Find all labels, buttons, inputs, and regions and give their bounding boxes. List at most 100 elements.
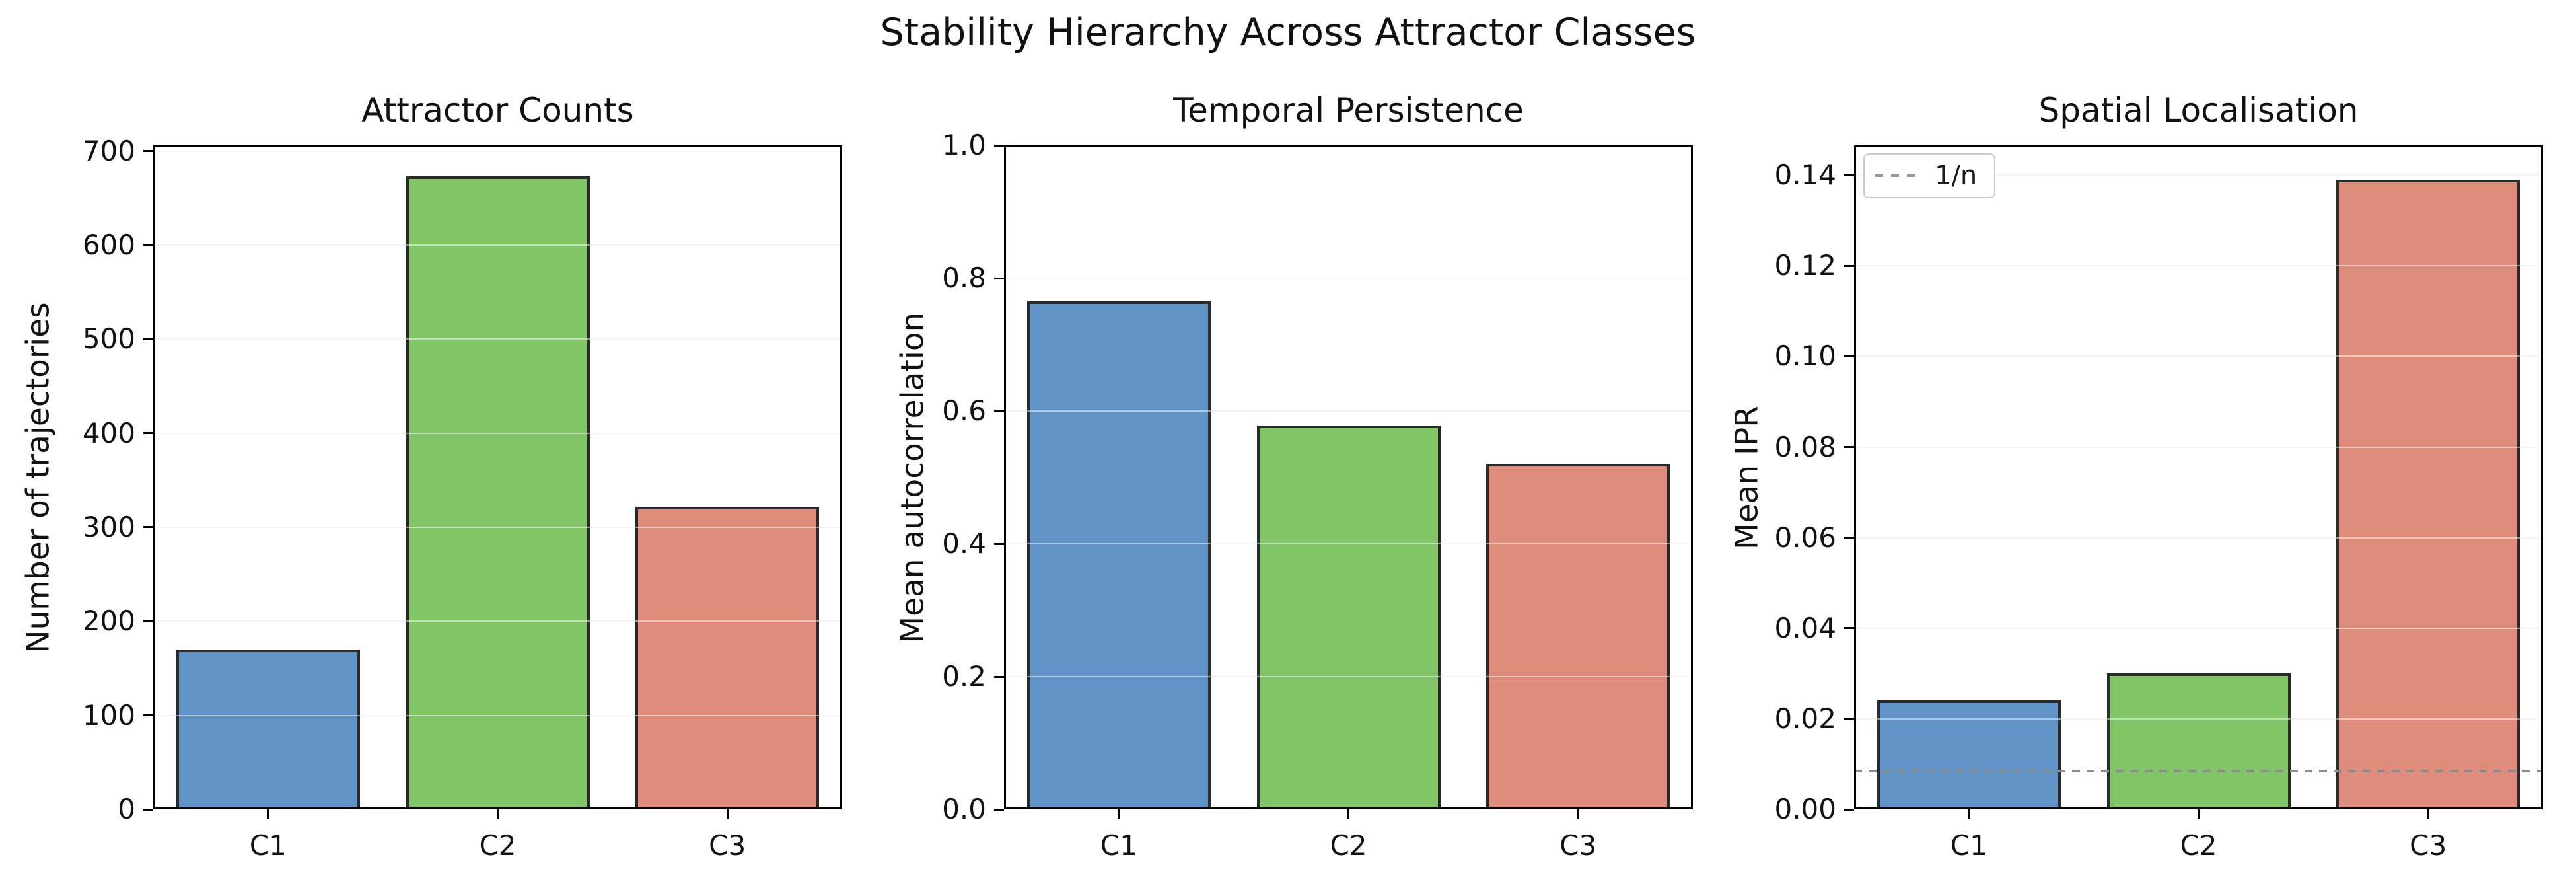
gridline-overlay — [153, 714, 842, 716]
spine-right — [1691, 145, 1693, 809]
panel-title: Attractor Counts — [361, 91, 634, 130]
figure-title: Stability Hierarchy Across Attractor Cla… — [880, 11, 1696, 54]
bar — [1877, 700, 2061, 809]
y-tick-label: 0.4 — [942, 527, 986, 560]
x-tick-mark — [1577, 809, 1579, 819]
bar — [635, 506, 820, 809]
reference-line — [1854, 770, 2543, 773]
y-tick-mark — [994, 542, 1004, 545]
gridline-overlay — [153, 244, 842, 246]
y-tick-label: 1.0 — [942, 129, 986, 161]
y-tick-label: 0 — [118, 793, 135, 825]
bar — [406, 176, 590, 809]
panel-title: Temporal Persistence — [1173, 91, 1524, 130]
spine-right — [840, 145, 842, 809]
x-tick-mark — [1347, 809, 1349, 819]
y-tick-label: 0.04 — [1774, 611, 1836, 644]
x-tick-label: C3 — [709, 829, 746, 862]
y-tick-label: 200 — [82, 605, 135, 638]
gridline-overlay — [1854, 355, 2543, 357]
y-tick-mark — [143, 808, 153, 811]
y-tick-label: 100 — [82, 698, 135, 731]
y-tick-mark — [1844, 264, 1854, 267]
x-tick-mark — [1118, 809, 1120, 819]
x-tick-mark — [497, 809, 499, 819]
y-tick-mark — [143, 526, 153, 529]
plot-area: 1/n — [1854, 145, 2543, 809]
gridline-overlay — [1004, 543, 1693, 544]
y-tick-mark — [994, 144, 1004, 147]
gridline-overlay — [1004, 410, 1693, 412]
x-tick-label: C1 — [249, 829, 287, 862]
y-tick-mark — [143, 338, 153, 340]
legend-label: 1/n — [1935, 161, 1978, 191]
gridline-overlay — [153, 338, 842, 340]
gridline-overlay — [1854, 718, 2543, 720]
y-tick-mark — [1844, 355, 1854, 357]
y-tick-mark — [1844, 627, 1854, 630]
x-tick-label: C1 — [1950, 829, 1987, 862]
y-tick-mark — [1844, 808, 1854, 811]
y-tick-mark — [1844, 446, 1854, 449]
y-tick-label: 300 — [82, 510, 135, 543]
spine-bottom — [153, 807, 842, 809]
y-tick-mark — [1844, 537, 1854, 539]
gridline-overlay — [153, 432, 842, 434]
y-tick-mark — [994, 808, 1004, 811]
y-tick-mark — [143, 244, 153, 246]
x-tick-label: C2 — [2180, 829, 2217, 862]
x-tick-mark — [2198, 809, 2200, 819]
y-tick-label: 0.06 — [1774, 521, 1836, 554]
y-tick-mark — [994, 675, 1004, 678]
gridline-overlay — [1004, 278, 1693, 279]
spine-bottom — [1854, 807, 2543, 809]
x-tick-mark — [267, 809, 269, 819]
y-tick-label: 0.0 — [942, 793, 986, 825]
bar — [1256, 426, 1441, 809]
y-tick-label: 0.14 — [1774, 159, 1836, 192]
plot-area — [1004, 145, 1693, 809]
y-tick-mark — [994, 410, 1004, 412]
x-tick-mark — [2427, 809, 2429, 819]
legend: 1/n — [1863, 153, 1996, 198]
spine-top — [1854, 145, 2543, 147]
gridline-overlay — [1854, 537, 2543, 539]
x-tick-mark — [726, 809, 729, 819]
spine-right — [2541, 145, 2543, 809]
spine-top — [1004, 145, 1693, 147]
x-tick-label: C2 — [479, 829, 517, 862]
y-tick-label: 0.6 — [942, 394, 986, 427]
y-tick-mark — [1844, 718, 1854, 720]
gridline-overlay — [1854, 265, 2543, 267]
y-axis-label: Mean autocorrelation — [894, 312, 931, 643]
spine-top — [153, 145, 842, 147]
y-tick-mark — [143, 432, 153, 435]
gridline-overlay — [1854, 174, 2543, 176]
gridline-overlay — [1854, 627, 2543, 629]
bar — [2336, 180, 2521, 809]
gridline-overlay — [153, 620, 842, 622]
y-tick-mark — [143, 150, 153, 153]
bar — [2106, 673, 2291, 809]
y-tick-label: 0.02 — [1774, 702, 1836, 735]
plot-area — [153, 145, 842, 809]
y-tick-label: 0.10 — [1774, 340, 1836, 373]
x-tick-label: C3 — [1559, 829, 1597, 862]
y-tick-mark — [994, 277, 1004, 279]
spine-bottom — [1004, 807, 1693, 809]
spine-left — [1004, 145, 1006, 809]
gridline-overlay — [153, 526, 842, 528]
panel-title: Spatial Localisation — [2038, 91, 2359, 130]
x-tick-mark — [1968, 809, 1970, 819]
y-tick-label: 600 — [82, 228, 135, 261]
y-tick-label: 0.2 — [942, 660, 986, 692]
x-tick-label: C1 — [1100, 829, 1137, 862]
bar — [1486, 464, 1670, 809]
legend-line-sample — [1875, 174, 1923, 177]
y-tick-label: 0.08 — [1774, 430, 1836, 463]
y-tick-mark — [143, 620, 153, 622]
x-tick-label: C3 — [2410, 829, 2447, 862]
spine-left — [153, 145, 155, 809]
bar — [1026, 301, 1211, 809]
